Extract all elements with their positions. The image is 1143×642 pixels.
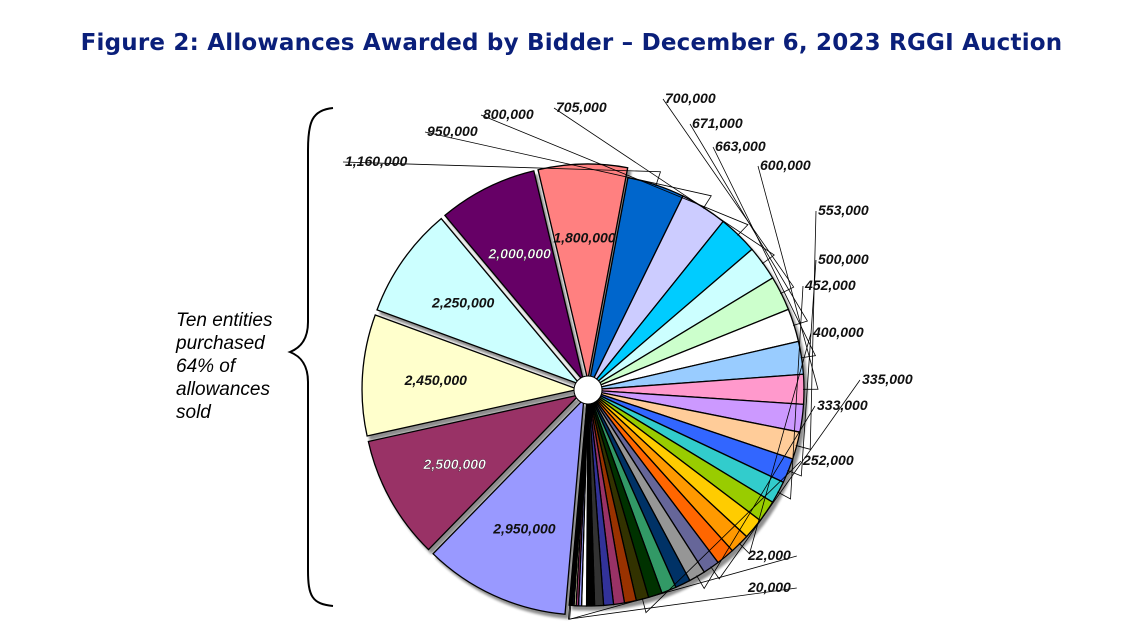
pie-hole [573, 375, 603, 405]
pie-slice [361, 314, 581, 437]
chart-title: Figure 2: Allowances Awarded by Bidder –… [80, 30, 1063, 56]
slice-data-label: 335,000 [862, 371, 913, 387]
bracket [287, 107, 334, 607]
slice-data-label: 2,250,000 [431, 294, 494, 310]
slice-data-label: 400,000 [812, 324, 864, 340]
slice-data-label: 333,000 [817, 397, 868, 413]
pie-slice [367, 393, 582, 551]
slice-data-label: 600,000 [760, 157, 811, 173]
slice-data-label: 700,000 [665, 90, 716, 106]
slice-data-label: 500,000 [818, 251, 869, 267]
leader-line [696, 405, 816, 590]
annotation-line: Ten entities [176, 310, 273, 331]
slice-data-label: 1,160,000 [345, 153, 407, 169]
slice-data-label: 452,000 [804, 277, 856, 293]
leader-line [689, 123, 809, 326]
slice-data-label: 705,000 [556, 99, 607, 115]
leader-line [342, 161, 662, 187]
annotation-line: allowances [176, 379, 270, 400]
leader-line [424, 131, 712, 209]
slice-data-label: 252,000 [802, 452, 854, 468]
pie-slice [537, 163, 629, 381]
slice-data-label: 20,000 [747, 579, 791, 595]
annotation-line: sold [176, 402, 211, 423]
leader-line [480, 114, 749, 236]
leader-line [777, 285, 804, 500]
leader-line [757, 165, 819, 390]
leader-line [568, 587, 797, 620]
slice-data-label: 950,000 [427, 123, 478, 139]
annotation-line: purchased [176, 333, 265, 354]
leader-line [710, 379, 861, 580]
leader-line [641, 460, 802, 614]
pie-slice [443, 170, 585, 382]
annotation-line: 64% of [176, 356, 236, 377]
slice-data-label: 663,000 [715, 138, 766, 154]
leader-line [712, 146, 817, 359]
leader-line [553, 107, 775, 265]
slice-data-label: 2,950,000 [492, 521, 555, 537]
pie-slice [376, 217, 582, 386]
slice-data-label: 2,500,000 [423, 456, 486, 472]
slice-data-label: 2,450,000 [404, 372, 467, 388]
slice-data-label: 553,000 [818, 202, 869, 218]
bracket-annotation: Ten entities purchased 64% of allowances… [176, 309, 306, 424]
slice-data-label: 800,000 [483, 106, 534, 122]
leader-line [662, 98, 795, 295]
slice-data-label: 22,000 [747, 547, 791, 563]
slice-data-label: 1,800,000 [553, 229, 615, 245]
slice-data-label: 2,000,000 [488, 246, 551, 262]
pie-slice [432, 397, 585, 615]
slice-data-label: 671,000 [692, 115, 743, 131]
